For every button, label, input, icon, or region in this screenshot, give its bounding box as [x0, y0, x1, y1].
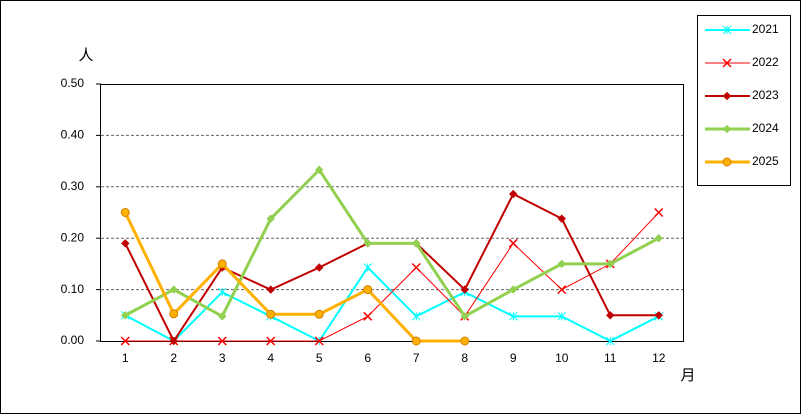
- marker: [266, 214, 275, 223]
- marker: [411, 336, 421, 346]
- plot-area: [100, 84, 684, 342]
- marker: [315, 165, 324, 175]
- x-axis-label: 月: [680, 367, 695, 384]
- x-tick-label: 4: [267, 351, 274, 365]
- marker: [606, 259, 615, 269]
- marker: [654, 207, 664, 218]
- x-tick-label: 1: [122, 351, 129, 365]
- legend-label: 2021: [752, 22, 779, 36]
- marker: [460, 285, 469, 294]
- x-tick-label: 11: [604, 351, 617, 365]
- marker: [509, 285, 518, 294]
- marker: [722, 157, 732, 167]
- marker: [121, 239, 130, 248]
- marker: [722, 124, 732, 134]
- legend-label: 2022: [752, 55, 779, 69]
- marker: [557, 259, 566, 269]
- marker: [722, 58, 732, 68]
- legend-label: 2024: [752, 121, 779, 135]
- x-tick-label: 10: [555, 351, 569, 365]
- series-line: [125, 212, 660, 342]
- marker: [217, 259, 227, 269]
- x-tick-label: 9: [510, 351, 517, 365]
- marker: [120, 208, 130, 217]
- marker: [722, 25, 732, 35]
- marker: [363, 239, 372, 248]
- marker: [411, 311, 421, 321]
- y-tick-label: 0.50: [61, 76, 85, 90]
- marker: [218, 312, 227, 321]
- marker: [217, 336, 227, 346]
- marker: [606, 311, 615, 320]
- marker: [654, 311, 663, 320]
- marker: [412, 239, 421, 248]
- marker: [217, 287, 227, 297]
- marker: [266, 336, 276, 346]
- legend-box: [697, 15, 791, 186]
- marker: [722, 91, 732, 101]
- marker: [314, 336, 324, 346]
- marker: [169, 285, 178, 294]
- marker: [460, 312, 469, 321]
- marker: [314, 309, 324, 319]
- marker: [411, 262, 421, 273]
- marker: [654, 233, 663, 243]
- marker: [605, 336, 615, 346]
- marker: [557, 285, 567, 295]
- legend-label: 2025: [752, 154, 779, 168]
- y-tick-label: 0.20: [61, 230, 85, 244]
- marker: [120, 336, 130, 346]
- marker: [266, 309, 276, 319]
- marker: [121, 311, 130, 320]
- x-tick-label: 7: [413, 351, 420, 365]
- legend-label: 2023: [752, 88, 779, 102]
- marker: [315, 263, 324, 272]
- y-tick-label: 0.30: [61, 179, 85, 193]
- series-line: [124, 167, 660, 319]
- marker: [557, 311, 567, 321]
- marker: [169, 336, 178, 346]
- marker: [363, 263, 373, 272]
- marker: [363, 285, 373, 295]
- marker: [266, 285, 275, 294]
- series-line: [123, 211, 465, 343]
- x-tick-label: 5: [316, 351, 323, 365]
- x-tick-label: 6: [364, 351, 371, 365]
- marker: [363, 311, 373, 321]
- y-tick-label: 0.40: [61, 128, 85, 142]
- y-tick-label: 0.10: [61, 282, 85, 296]
- x-tick-label: 3: [219, 351, 226, 365]
- marker: [509, 189, 518, 199]
- y-axis-label: 人: [78, 47, 93, 64]
- marker: [508, 311, 518, 321]
- marker: [508, 238, 518, 248]
- x-tick-label: 8: [461, 351, 468, 365]
- y-tick-label: 0.00: [61, 333, 85, 347]
- marker: [169, 309, 179, 319]
- x-tick-label: 12: [652, 351, 666, 365]
- marker: [557, 214, 566, 223]
- marker: [460, 336, 470, 346]
- x-tick-label: 2: [170, 351, 177, 365]
